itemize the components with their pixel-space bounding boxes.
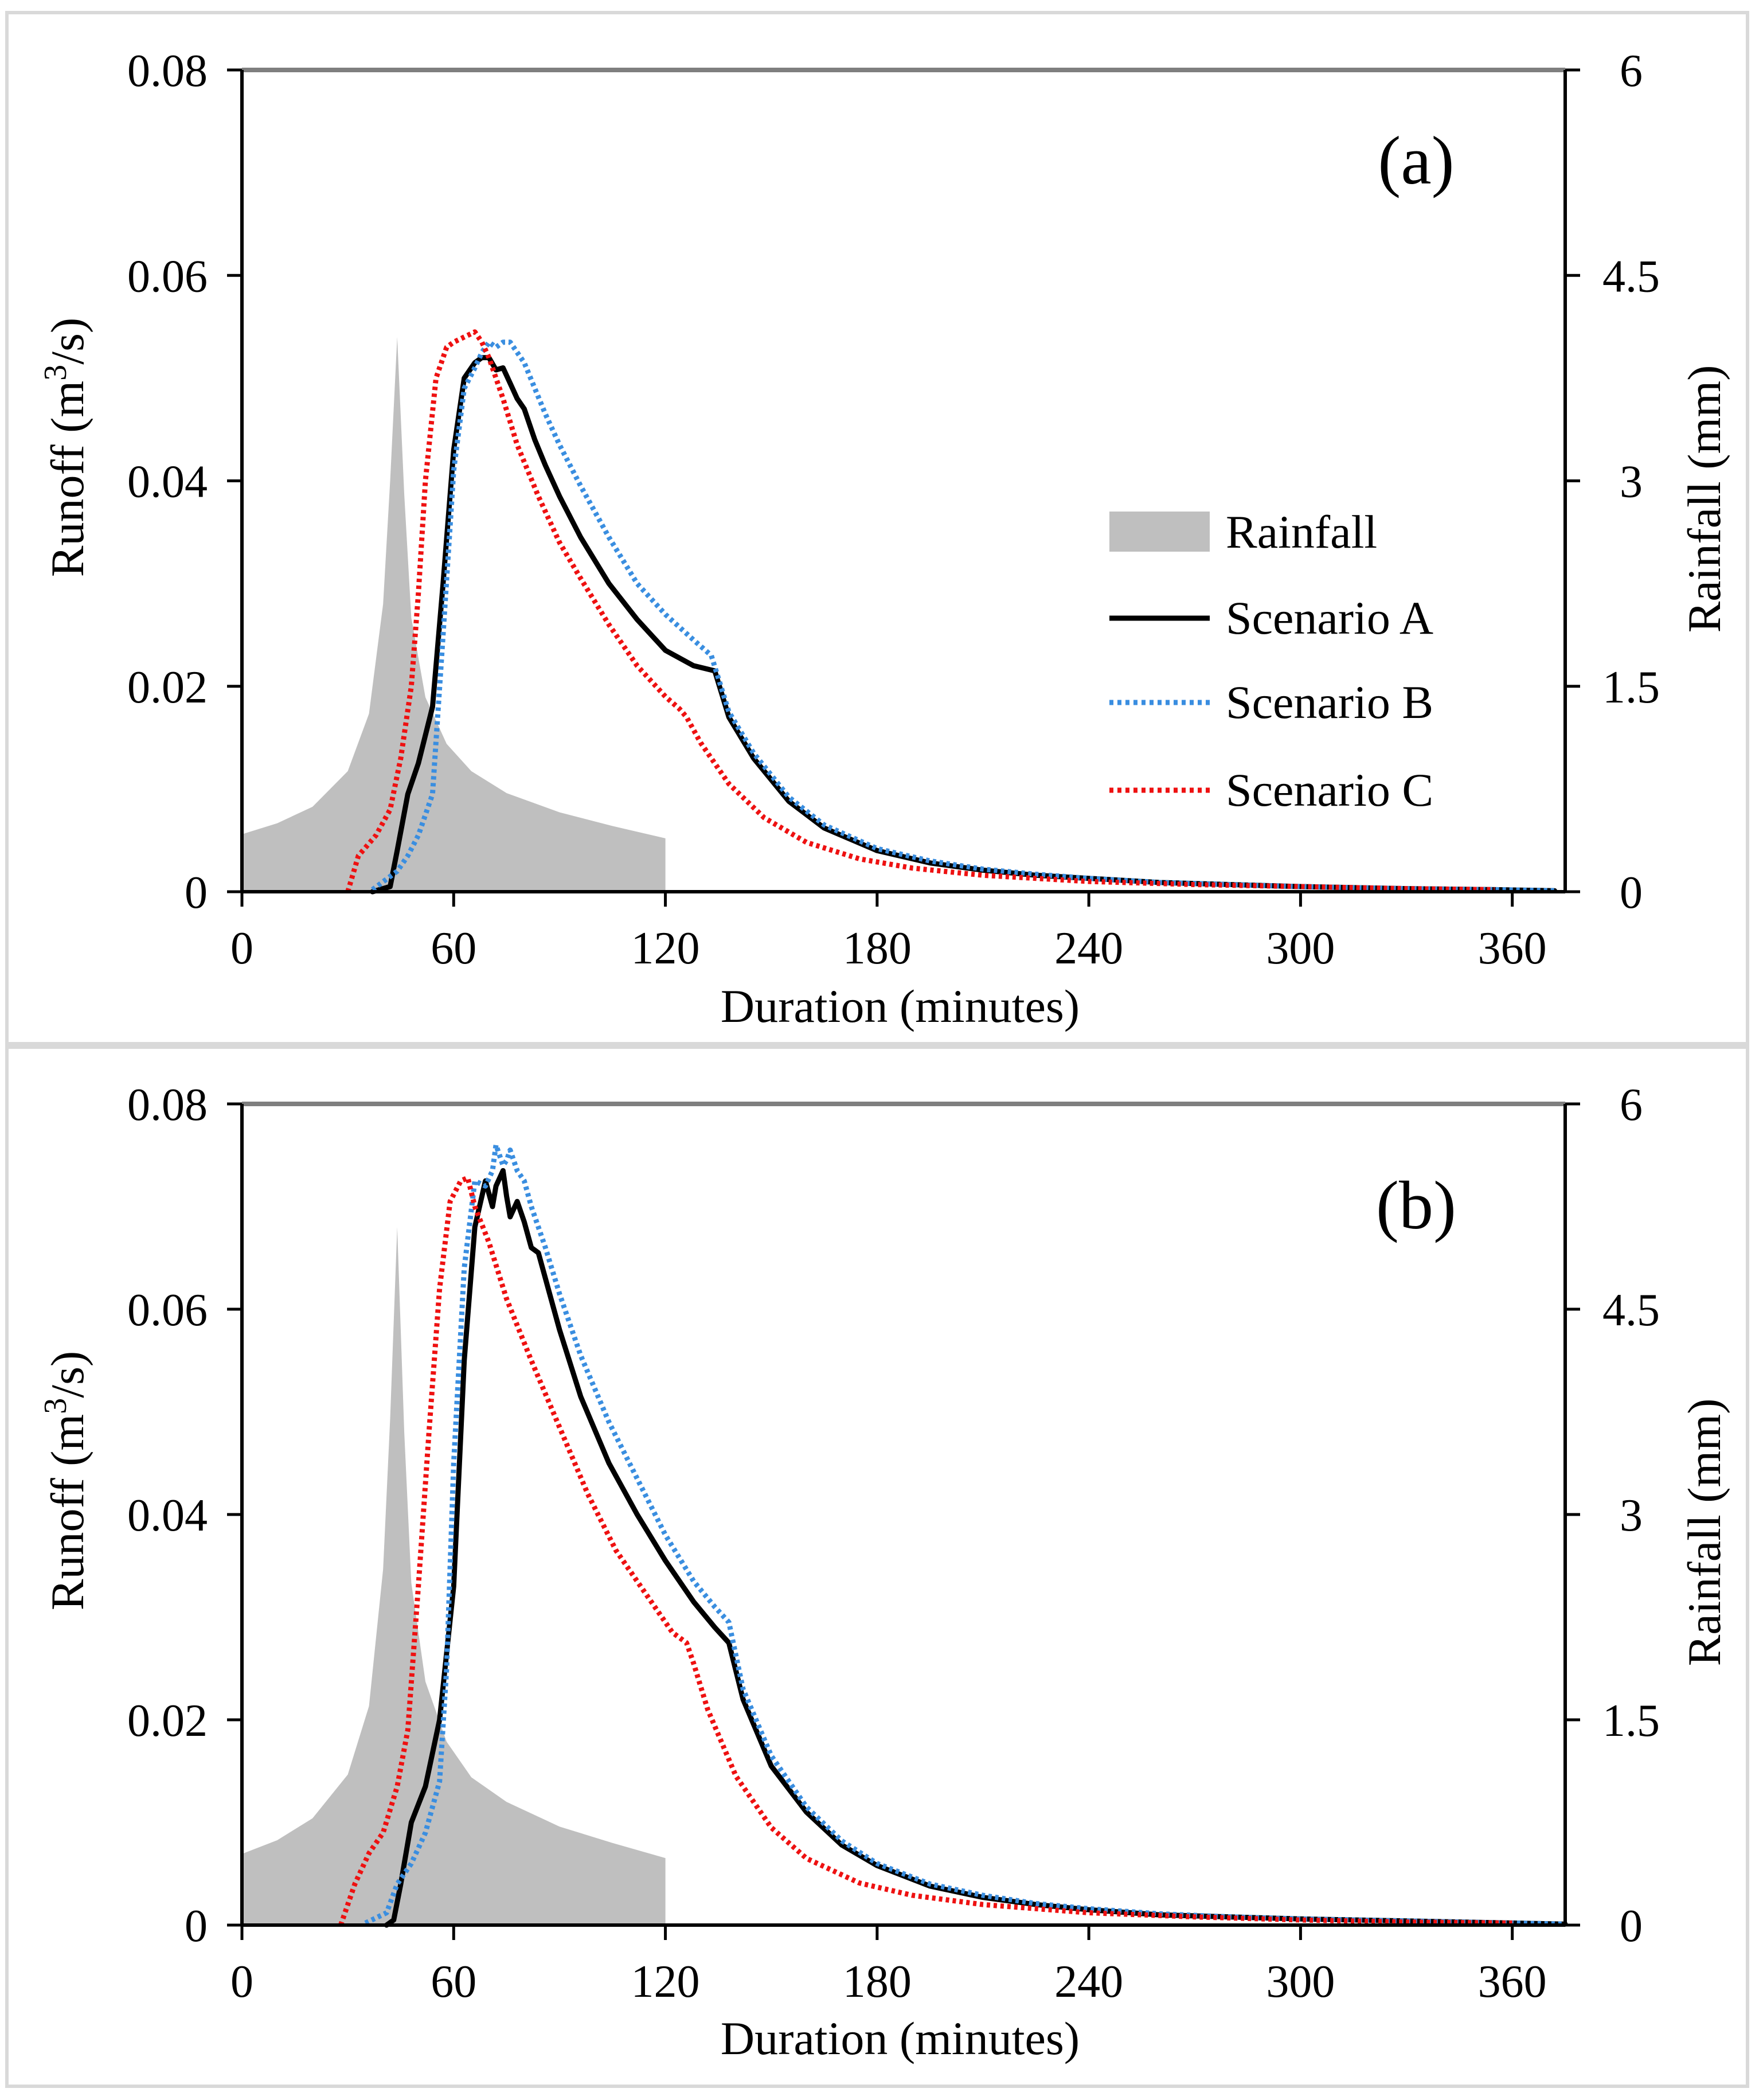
panel-a-y-tick-label: 0.04 bbox=[127, 457, 208, 508]
legend-scenario-a-label: Scenario A bbox=[1226, 592, 1433, 644]
panel-a-tag: (a) bbox=[1378, 122, 1454, 198]
panel-a-y2-axis-title: Rainfall (mm) bbox=[1678, 365, 1730, 633]
panel-a-y-tick-label: 0.02 bbox=[127, 662, 208, 713]
panel-b-y-axis-title-prefix: Runoff (m bbox=[41, 1414, 93, 1610]
panel-a-y2-tick-label: 1.5 bbox=[1602, 662, 1660, 713]
panel-a-y-tick-label: 0.06 bbox=[127, 251, 208, 302]
panel-b-y-tick-label: 0.08 bbox=[127, 1080, 208, 1130]
panel-b-x-tick-label: 120 bbox=[631, 1957, 700, 2007]
panel-b-plot: 0 60 120 180 240 300 360 0 0.02 0.04 0.06 0.08 0 1.5 3… bbox=[127, 1080, 1660, 2007]
panel-b-frame bbox=[5, 1045, 1749, 2088]
panel-a-x-tick-label: 240 bbox=[1054, 923, 1123, 974]
panel-b-y2-axis-title: Rainfall (mm) bbox=[1678, 1399, 1730, 1666]
panel-b-y-axis-title: Runoff (m3/s) bbox=[38, 1351, 93, 1610]
chart-panel-a: 0 60 120 180 240 300 360 0 0.02 0.04 0.06 0.08 0 1.5 3… bbox=[5, 11, 1749, 1045]
panel-a-y-axis-title-suffix: /s) bbox=[41, 318, 93, 365]
panel-a-y-axis-title-prefix: Runoff (m bbox=[41, 381, 93, 577]
panel-a-x-tick-label: 360 bbox=[1478, 923, 1547, 974]
panel-b-x-tick-label: 0 bbox=[230, 1957, 253, 2007]
panel-b-y-tick-label: 0.02 bbox=[127, 1696, 208, 1746]
panel-b-y2-tick-label: 4.5 bbox=[1602, 1285, 1660, 1336]
panel-a-rainfall-area bbox=[242, 337, 666, 892]
panel-a-x-tick-label: 0 bbox=[230, 923, 253, 974]
legend-rainfall-label: Rainfall bbox=[1226, 506, 1377, 558]
panel-b-tag: (b) bbox=[1376, 1167, 1456, 1243]
legend-scenario-b-label: Scenario B bbox=[1226, 676, 1433, 728]
panel-a-plot: 0 60 120 180 240 300 360 0 0.02 0.04 0.06 0.08 0 1.5 3… bbox=[127, 46, 1660, 974]
panel-a-scenario-c-line bbox=[345, 329, 1495, 893]
panel-b-y-tick-label: 0 bbox=[185, 1901, 208, 1951]
panel-b-x-tick-label: 60 bbox=[431, 1957, 476, 2007]
panel-a-x-tick-label: 180 bbox=[843, 923, 912, 974]
panel-a-y-axis-title: Runoff (m3/s) bbox=[38, 318, 93, 577]
legend-scenario-c-label: Scenario C bbox=[1226, 764, 1433, 816]
panel-b-y2-tick-label: 1.5 bbox=[1602, 1696, 1660, 1746]
panel-a-x-tick-label: 300 bbox=[1266, 923, 1335, 974]
panel-b-y-tick-label: 0.04 bbox=[127, 1490, 208, 1541]
panel-a-x-axis-title: Duration (minutes) bbox=[721, 980, 1080, 1032]
panel-a-x-tick-label: 60 bbox=[431, 923, 476, 974]
panel-b-y2-tick-label: 0 bbox=[1620, 1901, 1643, 1951]
legend-rainfall-swatch bbox=[1109, 512, 1210, 552]
panel-a-y2-tick-label: 0 bbox=[1620, 868, 1643, 918]
panel-b-x-tick-label: 240 bbox=[1054, 1957, 1123, 2007]
panel-b-x-axis-title: Duration (minutes) bbox=[721, 2012, 1080, 2064]
panel-a-legend: Rainfall Scenario A Scenario B Scenario … bbox=[1109, 506, 1433, 816]
panel-b-y-tick-label: 0.06 bbox=[127, 1285, 208, 1336]
chart-panel-b: 0 60 120 180 240 300 360 0 0.02 0.04 0.06 0.08 0 1.5 3… bbox=[5, 1045, 1749, 2088]
panel-a-frame bbox=[5, 11, 1749, 1045]
panel-b-y-axis-title-sup: 3 bbox=[38, 1398, 73, 1414]
panel-a-y2-tick-label: 6 bbox=[1620, 46, 1643, 96]
panel-b-rainfall-area bbox=[242, 1227, 666, 1925]
panel-b-x-tick-label: 360 bbox=[1478, 1957, 1547, 2007]
panel-a-y2-tick-label: 4.5 bbox=[1602, 251, 1660, 302]
panel-b-scenario-c-line bbox=[338, 1175, 1512, 1926]
panel-a-y-axis-title-sup: 3 bbox=[38, 365, 73, 381]
panel-b-x-tick-label: 180 bbox=[843, 1957, 912, 2007]
panel-b-scenario-b-line bbox=[364, 1142, 1566, 1927]
panel-b-y2-tick-label: 6 bbox=[1620, 1080, 1643, 1130]
panel-a-y-tick-label: 0 bbox=[185, 868, 208, 918]
panel-b-y2-tick-label: 3 bbox=[1620, 1490, 1643, 1541]
panel-b-x-tick-label: 300 bbox=[1266, 1957, 1335, 2007]
panel-b-y-axis-title-suffix: /s) bbox=[41, 1351, 93, 1398]
panel-a-scenario-b-line bbox=[371, 339, 1555, 893]
panel-a-x-tick-label: 120 bbox=[631, 923, 700, 974]
panel-a-y2-tick-label: 3 bbox=[1620, 457, 1643, 508]
panel-a-y-tick-label: 0.08 bbox=[127, 46, 208, 96]
